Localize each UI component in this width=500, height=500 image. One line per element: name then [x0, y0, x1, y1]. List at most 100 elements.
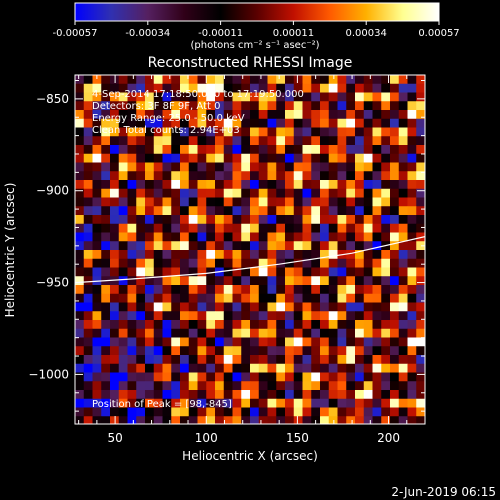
heatmap-cell: [285, 232, 295, 242]
heatmap-cell: [258, 145, 268, 155]
heatmap-cell: [180, 136, 190, 146]
heatmap-cell: [285, 241, 295, 251]
heatmap-cell: [311, 407, 321, 417]
heatmap-cell: [223, 267, 233, 277]
heatmap-cell: [320, 320, 330, 330]
heatmap-cell: [276, 153, 286, 163]
heatmap-cell: [302, 223, 312, 233]
heatmap-cell: [127, 162, 137, 172]
heatmap-cell: [145, 416, 155, 424]
heatmap-cell: [293, 390, 303, 400]
heatmap-cell: [311, 215, 321, 225]
heatmap-cell: [381, 101, 391, 111]
heatmap-cell: [223, 241, 233, 251]
heatmap-cell: [153, 337, 163, 347]
heatmap-cell: [145, 171, 155, 181]
heatmap-cell: [241, 250, 251, 260]
heatmap-cell: [302, 407, 312, 417]
heatmap-cell: [276, 83, 286, 93]
heatmap-cell: [197, 320, 207, 330]
heatmap-cell: [127, 416, 137, 424]
heatmap-cell: [188, 276, 198, 286]
heatmap-cell: [285, 346, 295, 356]
heatmap-cell: [223, 372, 233, 382]
heatmap-cell: [180, 153, 190, 163]
heatmap-cell: [153, 381, 163, 391]
heatmap-cell: [171, 136, 181, 146]
heatmap-cell: [285, 285, 295, 295]
heatmap-cell: [145, 127, 155, 137]
heatmap-cell: [215, 390, 225, 400]
heatmap-cell: [171, 241, 181, 251]
heatmap-cell: [398, 127, 408, 137]
heatmap-cell: [337, 363, 347, 373]
heatmap-cell: [127, 381, 137, 391]
heatmap-cell: [232, 416, 242, 424]
annotation-time: 4-Sep-2014 17:18:50.000 to 17:19:50.000: [92, 89, 304, 100]
heatmap-cell: [180, 320, 190, 330]
heatmap-cell: [293, 145, 303, 155]
heatmap-cell: [92, 92, 102, 102]
heatmap-cell: [363, 398, 373, 408]
heatmap-cell: [180, 407, 190, 417]
heatmap-cell: [241, 337, 251, 347]
heatmap-cell: [346, 355, 356, 365]
heatmap-cell: [320, 215, 330, 225]
heatmap-cell: [241, 390, 251, 400]
heatmap-cell: [355, 381, 365, 391]
heatmap-cell: [110, 101, 120, 111]
heatmap-cell: [416, 171, 425, 181]
heatmap-cell: [355, 267, 365, 277]
heatmap-cell: [75, 197, 85, 207]
heatmap-cell: [258, 250, 268, 260]
heatmap-cell: [162, 127, 172, 137]
heatmap-cell: [258, 390, 268, 400]
heatmap-cell: [171, 337, 181, 347]
heatmap-cell: [223, 232, 233, 242]
heatmap-cell: [381, 206, 391, 216]
heatmap-cell: [136, 127, 146, 137]
heatmap-cell: [267, 118, 277, 128]
heatmap-cell: [285, 101, 295, 111]
heatmap-cell: [101, 180, 111, 190]
heatmap-cell: [390, 110, 400, 120]
heatmap-cell: [241, 83, 251, 93]
heatmap-cell: [180, 276, 190, 286]
heatmap-cell: [232, 328, 242, 338]
heatmap-cell: [355, 337, 365, 347]
heatmap-cell: [171, 188, 181, 198]
heatmap-cell: [153, 118, 163, 128]
heatmap-cell: [153, 416, 163, 424]
heatmap-cell: [232, 110, 242, 120]
heatmap-cell: [398, 390, 408, 400]
heatmap-cell: [337, 390, 347, 400]
heatmap-cell: [390, 302, 400, 312]
heatmap-cell: [180, 92, 190, 102]
heatmap-cell: [328, 223, 338, 233]
heatmap-cell: [302, 241, 312, 251]
heatmap-cell: [302, 162, 312, 172]
heatmap-cell: [153, 285, 163, 295]
heatmap-cell: [328, 363, 338, 373]
heatmap-cell: [390, 232, 400, 242]
colorbar-tick-label: 0.00034: [346, 28, 387, 39]
heatmap-cell: [162, 215, 172, 225]
heatmap-cell: [197, 276, 207, 286]
heatmap-cell: [398, 398, 408, 408]
heatmap-cell: [372, 136, 382, 146]
heatmap-cell: [75, 153, 85, 163]
heatmap-cell: [241, 258, 251, 268]
heatmap-cell: [346, 285, 356, 295]
heatmap-cell: [215, 180, 225, 190]
heatmap-cell: [223, 92, 233, 102]
heatmap-cell: [83, 390, 93, 400]
heatmap-cell: [302, 171, 312, 181]
heatmap-cell: [372, 346, 382, 356]
heatmap-cell: [285, 267, 295, 277]
heatmap-cell: [197, 206, 207, 216]
heatmap-cell: [285, 416, 295, 424]
heatmap-cell: [293, 276, 303, 286]
heatmap-cell: [223, 206, 233, 216]
heatmap-cell: [407, 171, 417, 181]
